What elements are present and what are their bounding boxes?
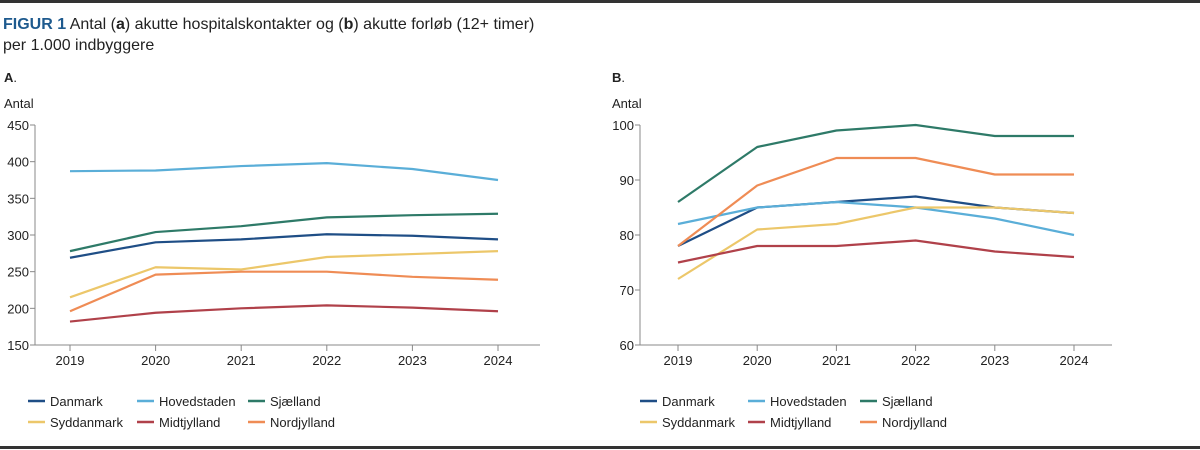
legend-label: Sjælland — [882, 394, 933, 409]
bottom-rule — [0, 446, 1200, 449]
legend-label: Syddanmark — [662, 415, 735, 430]
y-tick-label: 80 — [620, 228, 634, 243]
x-tick-label: 2022 — [901, 353, 930, 368]
x-tick-label: 2022 — [312, 353, 341, 368]
y-tick-label: 150 — [7, 338, 29, 353]
legend-item: Sjælland — [248, 394, 321, 409]
figure-title: FIGUR 1 Antal (a) akutte hospitalskontak… — [3, 14, 703, 56]
title-text: ) akutte hospitalskontakter og ( — [124, 16, 344, 33]
legend-label: Sjælland — [270, 394, 321, 409]
legend-item: Nordjylland — [248, 415, 335, 430]
title-text: Antal ( — [66, 16, 116, 33]
series-line-hovedstaden — [677, 200, 1075, 237]
legend-item: Danmark — [640, 394, 715, 409]
y-tick-label: 450 — [7, 118, 29, 133]
x-tick-label: 2023 — [398, 353, 427, 368]
legend-label: Midtjylland — [770, 415, 831, 430]
y-tick-label: 350 — [7, 191, 29, 206]
series-line-nordjylland — [69, 270, 499, 313]
legend-item: Midtjylland — [137, 415, 220, 430]
legend-item: Syddanmark — [28, 415, 123, 430]
y-tick-label: 250 — [7, 265, 29, 280]
legend-label: Danmark — [50, 394, 103, 409]
legend-label: Nordjylland — [270, 415, 335, 430]
panel-a-label: A. — [4, 70, 18, 85]
series-line-danmark — [69, 233, 499, 259]
x-tick-label: 2021 — [822, 353, 851, 368]
x-tick-label: 2023 — [980, 353, 1009, 368]
legend-item: Sjælland — [860, 394, 933, 409]
legend-label: Nordjylland — [882, 415, 947, 430]
series-line-midtjylland — [677, 239, 1075, 264]
title-line2: per 1.000 indbyggere — [3, 37, 155, 54]
chart-a: Antal 150 200 250 300 350 400 450 2019 2020 2021 20… — [4, 96, 540, 430]
legend-label: Syddanmark — [50, 415, 123, 430]
legend-label: Midtjylland — [159, 415, 220, 430]
legend-item: Syddanmark — [640, 415, 735, 430]
x-tick-label: 2024 — [1060, 353, 1089, 368]
title-b: b — [343, 16, 354, 33]
series-line-sjælland — [69, 212, 499, 253]
y-tick-label: 90 — [620, 173, 634, 188]
x-tick-label: 2024 — [484, 353, 513, 368]
series-line-hovedstaden — [69, 162, 499, 182]
legend-item: Hovedstaden — [137, 394, 236, 409]
series-line-sjælland — [677, 123, 1074, 203]
legend-item: Danmark — [28, 394, 103, 409]
y-tick-label: 100 — [612, 118, 634, 133]
top-rule — [0, 0, 1200, 3]
legend-item: Nordjylland — [860, 415, 947, 430]
y-tick-label: 300 — [7, 228, 29, 243]
title-text: ) akutte forløb (12+ timer) — [353, 16, 535, 33]
x-tick-label: 2021 — [227, 353, 256, 368]
y-axis-label: Antal — [612, 96, 642, 111]
legend-item: Midtjylland — [748, 415, 831, 430]
x-tick-label: 2019 — [56, 353, 85, 368]
legend-label: Hovedstaden — [770, 394, 847, 409]
figure-label: FIGUR 1 — [3, 16, 67, 33]
x-tick-label: 2020 — [743, 353, 772, 368]
legend-label: Hovedstaden — [159, 394, 236, 409]
series-line-syddanmark — [69, 250, 499, 299]
panel-b-label: B. — [612, 70, 626, 85]
legend-label: Danmark — [662, 394, 715, 409]
y-tick-label: 70 — [620, 283, 634, 298]
series-line-midtjylland — [69, 304, 499, 323]
series-line-nordjylland — [677, 156, 1074, 247]
legend-item: Hovedstaden — [748, 394, 847, 409]
y-tick-label: 200 — [7, 301, 29, 316]
y-tick-label: 400 — [7, 155, 29, 170]
y-tick-label: 60 — [620, 338, 634, 353]
x-tick-label: 2020 — [141, 353, 170, 368]
title-a: a — [115, 16, 125, 33]
x-tick-label: 2019 — [664, 353, 693, 368]
y-axis-label: Antal — [4, 96, 34, 111]
series-line-syddanmark — [677, 206, 1075, 280]
chart-b: Antal 60 70 80 90 100 2019 2020 2021 2022 2023 2024… — [612, 96, 1112, 430]
